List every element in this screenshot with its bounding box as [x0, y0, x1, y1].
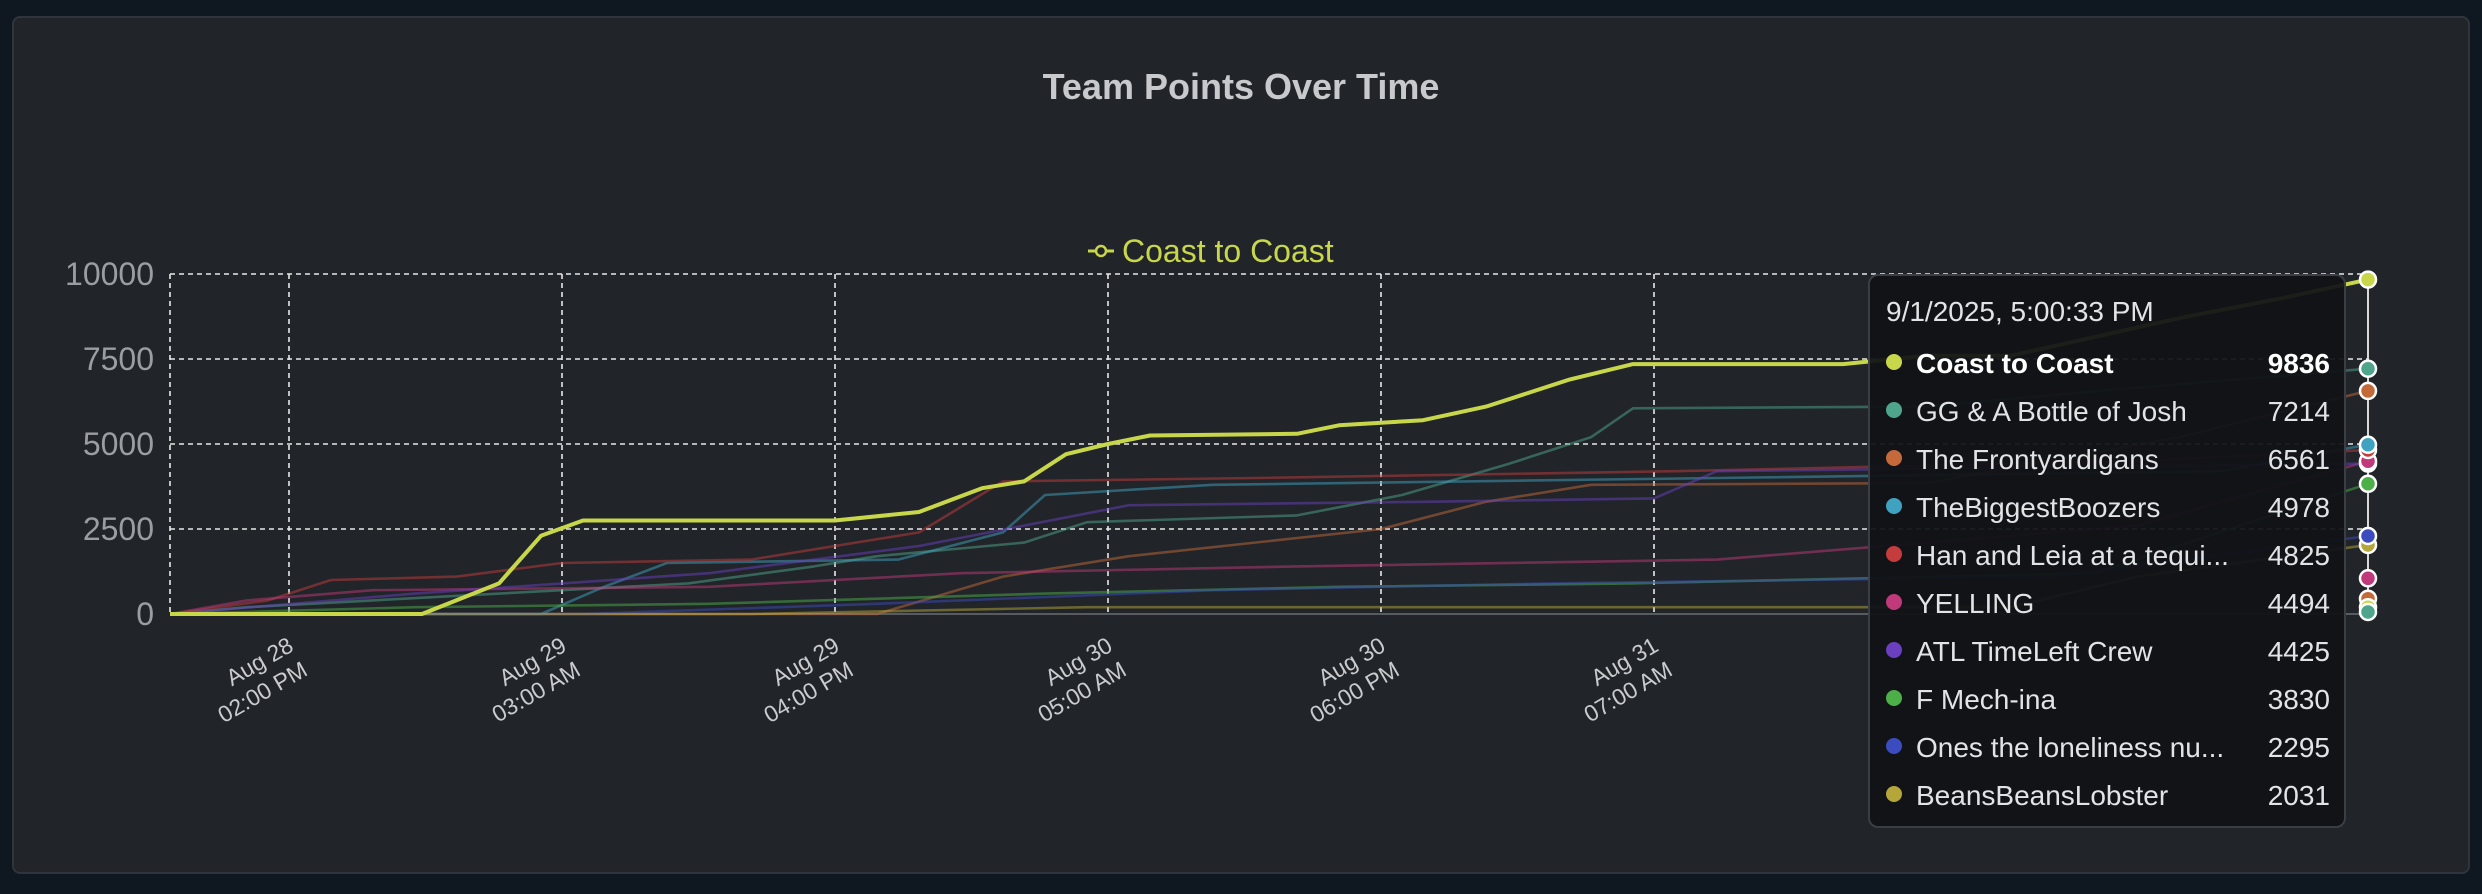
- series-endpoint: [2358, 569, 2378, 588]
- tooltip-series-value: 2295: [2267, 732, 2330, 763]
- tooltip-series-name: ATL TimeLeft Crew: [1916, 636, 2153, 667]
- tooltip-series-name: TheBiggestBoozers: [1916, 492, 2161, 523]
- tooltip-series-name: Coast to Coast: [1916, 348, 2114, 379]
- series-color-dot: [1886, 546, 1902, 562]
- tooltip-series-value: 9836: [2267, 348, 2330, 379]
- tooltip-row: The Frontyardigans 6561: [1870, 438, 2344, 482]
- series-endpoint: [2358, 270, 2378, 289]
- y-tick-label: 2500: [83, 511, 154, 547]
- series-color-dot: [1886, 738, 1902, 754]
- series-line: [170, 443, 2369, 616]
- tooltip-row: Han and Leia at a tequi... 4825: [1870, 534, 2344, 578]
- series-endpoint: [2358, 381, 2378, 401]
- tooltip-series-name: Han and Leia at a tequi...: [1916, 540, 2229, 571]
- tooltip-series-value: 4825: [2267, 540, 2330, 571]
- tooltip-series-value: 6561: [2267, 444, 2330, 475]
- series-color-dot: [1886, 642, 1902, 658]
- y-tick-label: 10000: [65, 256, 154, 292]
- legend-marker: [1094, 244, 1108, 258]
- tooltip-series-value: 7214: [2267, 396, 2330, 427]
- tooltip-row: Ones the loneliness nu... 2295: [1870, 726, 2344, 770]
- series-line: [169, 462, 2369, 616]
- series-endpoint: [2358, 526, 2378, 546]
- tooltip-series-value: 4978: [2267, 492, 2330, 523]
- tooltip-series-name: The Frontyardigans: [1916, 444, 2159, 475]
- y-tick-label: 7500: [83, 341, 154, 377]
- series-color-dot: [1886, 594, 1902, 610]
- y-tick-label: 5000: [83, 426, 154, 462]
- tooltip-row: GG & A Bottle of Josh 7214: [1870, 390, 2344, 434]
- tooltip-series-name: BeansBeansLobster: [1916, 780, 2169, 811]
- tooltip-row: BeansBeansLobster 2031: [1870, 774, 2344, 818]
- tooltip-series-name: F Mech-ina: [1916, 684, 2057, 715]
- tooltip-row: YELLING 4494: [1870, 582, 2344, 626]
- hover-tooltip: 9/1/2025, 5:00:33 PM Coast to Coast 9836 G…: [1868, 274, 2346, 828]
- tooltip-row: ATL TimeLeft Crew 4425: [1870, 630, 2344, 674]
- tooltip-row: F Mech-ina 3830: [1870, 678, 2344, 722]
- series-endpoint: [2358, 602, 2378, 622]
- series-line: [169, 367, 2369, 616]
- chart-title: Team Points Over Time: [1042, 66, 1440, 107]
- series-color-dot: [1886, 450, 1902, 466]
- tooltip-series-name: Ones the loneliness nu...: [1916, 732, 2225, 763]
- series-color-dot: [1886, 498, 1902, 514]
- series-endpoint: [2358, 435, 2378, 454]
- series-color-dot: [1886, 786, 1902, 802]
- tooltip-row: TheBiggestBoozers 4978: [1870, 486, 2344, 530]
- series-endpoint: [2358, 359, 2378, 378]
- tooltip-series-value: 2031: [2267, 780, 2330, 811]
- series-endpoint: [2358, 474, 2378, 494]
- tooltip-timestamp: 9/1/2025, 5:00:33 PM: [1886, 296, 2154, 327]
- series-color-dot: [1886, 402, 1902, 418]
- series-color-dot: [1886, 690, 1902, 706]
- legend-label: Coast to Coast: [1122, 233, 1334, 269]
- tooltip-series-name: YELLING: [1916, 588, 2035, 619]
- tooltip-series-value: 4425: [2267, 636, 2330, 667]
- y-tick-label: 0: [136, 596, 154, 632]
- series-color-dot: [1886, 354, 1902, 370]
- tooltip-series-value: 3830: [2267, 684, 2330, 715]
- tooltip-series-name: GG & A Bottle of Josh: [1916, 396, 2187, 427]
- tooltip-row: Coast to Coast 9836: [1870, 342, 2344, 386]
- tooltip-series-value: 4494: [2267, 588, 2330, 619]
